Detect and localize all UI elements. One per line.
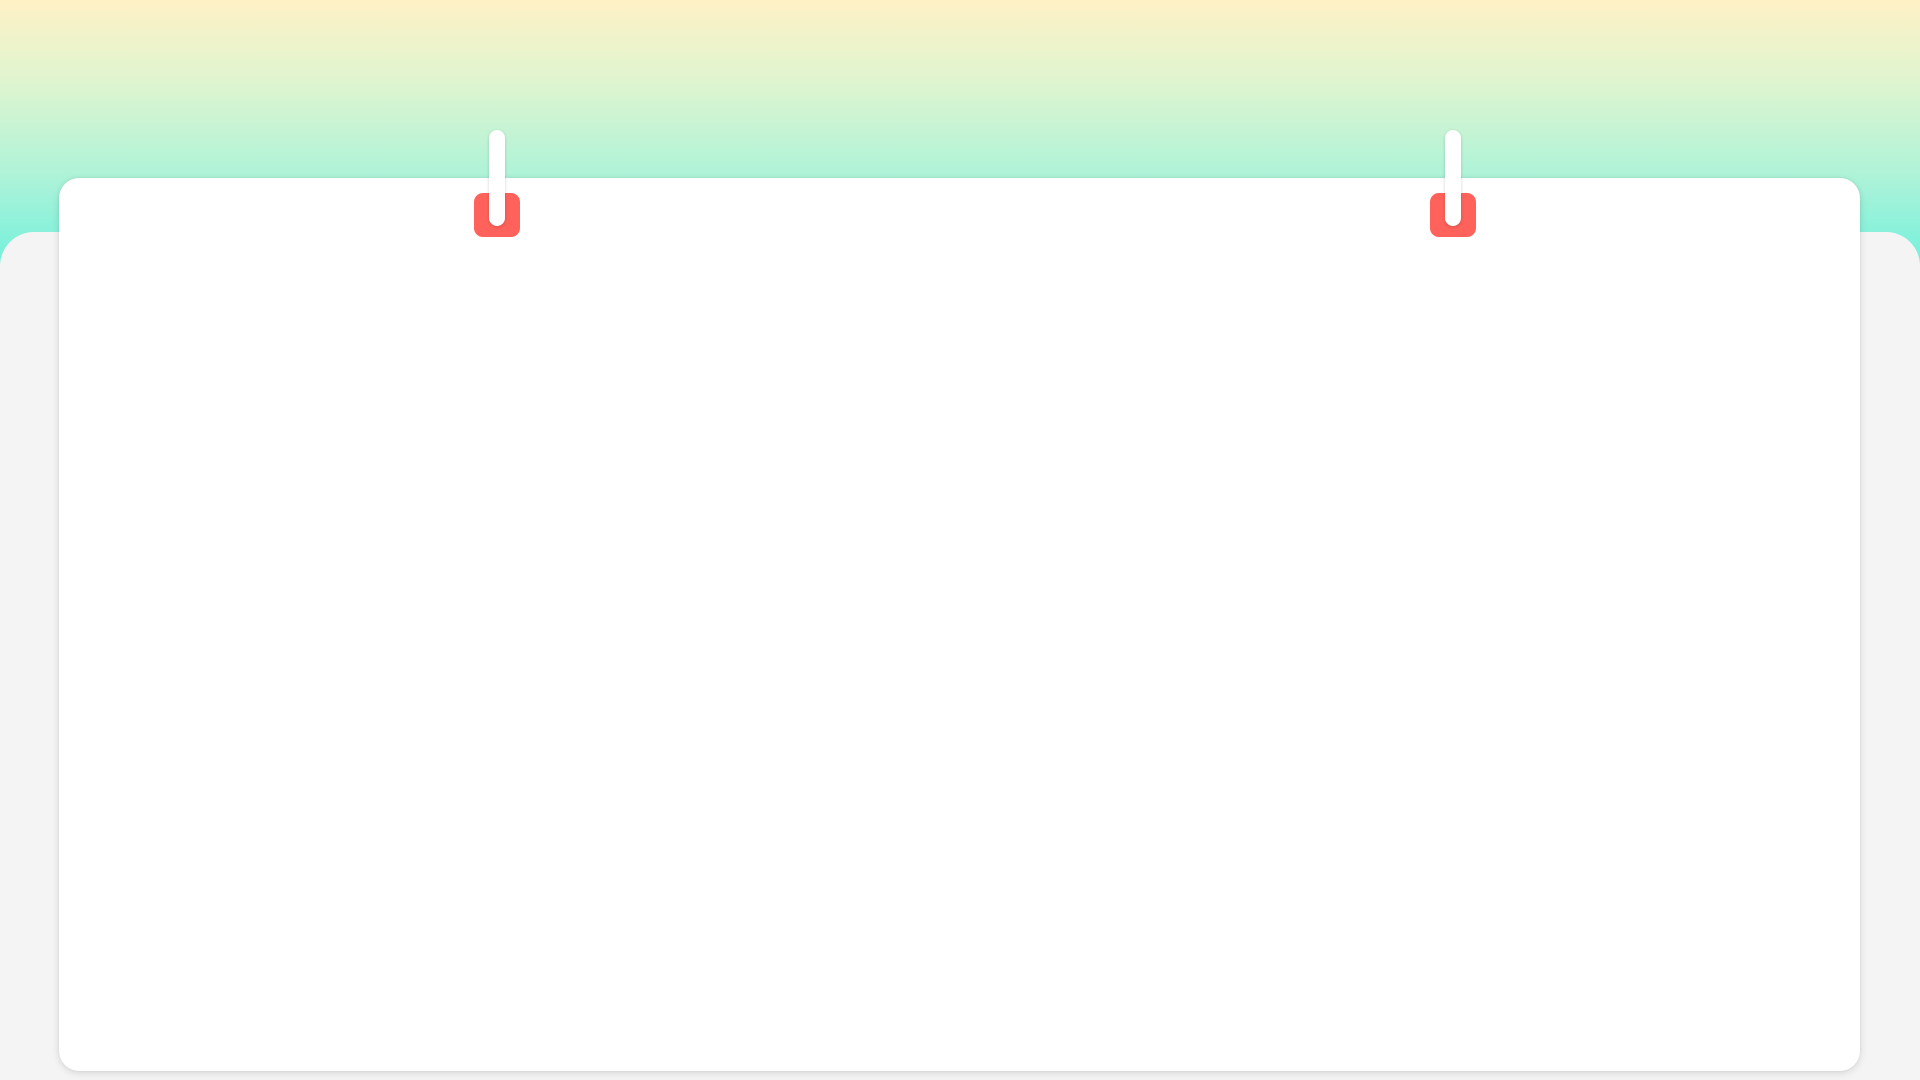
clip-ring (489, 130, 505, 226)
binder-clip-icon (1429, 130, 1477, 237)
blank-board-panel (59, 178, 1860, 1071)
clip-ring (1445, 130, 1461, 226)
binder-clip-icon (473, 130, 521, 237)
